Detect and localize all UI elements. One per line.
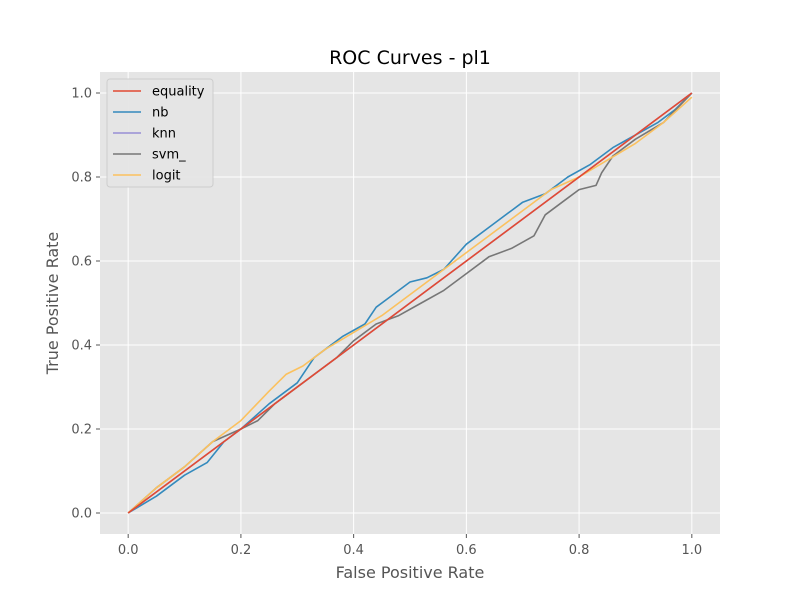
- y-tick-label: 0.8: [71, 171, 92, 186]
- legend-label: logit: [152, 169, 181, 184]
- y-tick-label: 0.0: [71, 507, 92, 522]
- x-tick-label: 0.0: [118, 543, 139, 558]
- y-axis-title: True Positive Rate: [43, 232, 62, 376]
- y-ticks: 0.0 0.2 0.4 0.6 0.8 1.0: [71, 87, 100, 522]
- series-line-equality: [127, 92, 693, 514]
- x-tick-label: 0.8: [569, 543, 590, 558]
- x-axis-title: False Positive Rate: [336, 563, 485, 582]
- legend-label: svm_: [152, 148, 186, 163]
- legend-label: knn: [152, 127, 176, 142]
- series-line-svm: [127, 92, 693, 514]
- y-tick-label: 0.6: [71, 255, 92, 270]
- x-tick-label: 1.0: [681, 543, 702, 558]
- x-tick-label: 0.6: [456, 543, 477, 558]
- series-line-logit: [127, 96, 693, 514]
- chart-title: ROC Curves - pl1: [329, 47, 491, 69]
- x-tick-label: 0.4: [343, 543, 364, 558]
- series-lines: [127, 92, 693, 514]
- x-tick-label: 0.2: [231, 543, 252, 558]
- legend-label: nb: [152, 106, 169, 121]
- y-tick-label: 0.2: [71, 423, 92, 438]
- grid: [100, 72, 720, 534]
- legend-label: equality: [152, 85, 205, 100]
- x-ticks: 0.0 0.2 0.4 0.6 0.8 1.0: [118, 534, 702, 558]
- y-tick-label: 0.4: [71, 339, 92, 354]
- legend-box: [106, 78, 214, 188]
- y-tick-label: 1.0: [71, 87, 92, 102]
- legend: equality nb knn svm_logit: [106, 78, 214, 188]
